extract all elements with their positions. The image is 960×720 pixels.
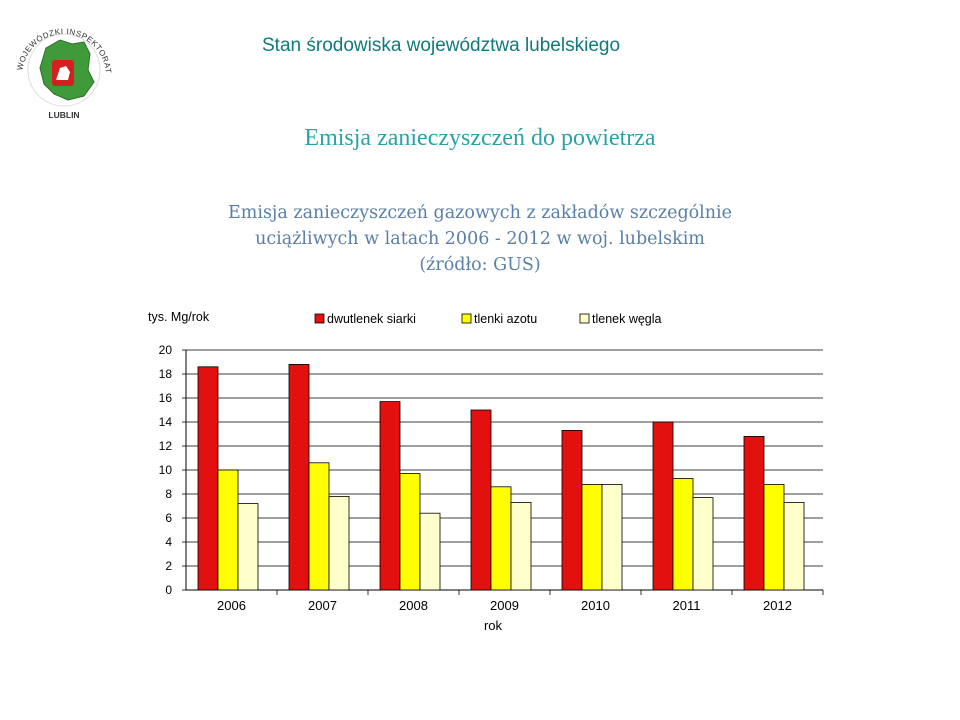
- x-tick-label-2007: 2007: [308, 598, 337, 613]
- x-tick-label-2012: 2012: [763, 598, 792, 613]
- y-tick-label-2: 2: [165, 559, 172, 573]
- bar-tlenki-azotu-2006: [217, 469, 239, 591]
- x-tick-label-2008: 2008: [399, 598, 428, 613]
- y-tick-label-0: 0: [165, 583, 172, 597]
- bar-tlenki-azotu-2010: [581, 483, 603, 591]
- x-tick-label-2011: 2011: [673, 598, 701, 613]
- logo-city: LUBLIN: [48, 110, 79, 120]
- y-tick-label-20: 20: [159, 343, 173, 357]
- legend-swatch-tlenek-węgla: [579, 313, 590, 324]
- subtitle-line-1: Emisja zanieczyszczeń gazowych z zakładó…: [227, 203, 733, 223]
- bar-tlenek-węgla-2010: [601, 483, 623, 591]
- subtitle-line-3: (źródło: GUS): [419, 255, 541, 275]
- bar-tlenek-węgla-2006: [237, 503, 259, 591]
- bar-dwutlenek-siarki-2010: [561, 429, 583, 591]
- bar-dwutlenek-siarki-2007: [288, 364, 310, 591]
- emission-bar-chart: 0 2 4 6 8 10 12 14 16 18 20 2006 2007 2008 2009 2010 201…: [148, 310, 824, 633]
- y-tick-label-18: 18: [159, 367, 173, 381]
- y-tick-label-14: 14: [159, 415, 173, 429]
- bar-tlenek-węgla-2012: [783, 501, 805, 591]
- slide-title: Emisja zanieczyszczeń do powietrza: [304, 125, 656, 151]
- slide-subtitle: Emisja zanieczyszczeń gazowych z zakładó…: [0, 200, 960, 278]
- y-tick-label-16: 16: [159, 391, 173, 405]
- bar-dwutlenek-siarki-2009: [470, 409, 492, 591]
- y-tick-label-6: 6: [165, 511, 172, 525]
- bar-dwutlenek-siarki-2012: [743, 435, 765, 591]
- y-tick-label-4: 4: [165, 535, 172, 549]
- bar-dwutlenek-siarki-2006: [197, 366, 219, 591]
- x-axis-label: rok: [484, 618, 503, 633]
- legend-swatch-tlenki-azotu: [461, 313, 472, 324]
- legend-swatch-dwutlenek-siarki: [314, 313, 325, 324]
- x-tick-label-2006: 2006: [217, 598, 246, 613]
- y-tick-label-8: 8: [165, 487, 172, 501]
- bar-tlenki-azotu-2007: [308, 462, 330, 591]
- bar-tlenki-azotu-2009: [490, 486, 512, 591]
- x-tick-label-2009: 2009: [490, 598, 519, 613]
- bar-tlenki-azotu-2008: [399, 473, 421, 591]
- header-title: Stan środowiska województwa lubelskiego: [262, 35, 621, 56]
- bar-tlenek-węgla-2008: [419, 512, 441, 591]
- legend-label-dwutlenek-siarki: dwutlenek siarki: [327, 312, 416, 326]
- y-tick-label-10: 10: [159, 463, 173, 477]
- subtitle-line-2: uciążliwych w latach 2006 - 2012 w woj. …: [255, 229, 705, 249]
- y-tick-label-12: 12: [159, 439, 173, 453]
- legend-label-tlenki-azotu: tlenki azotu: [474, 312, 537, 326]
- bar-tlenki-azotu-2011: [672, 477, 694, 591]
- y-axis-label: tys. Mg/rok: [148, 310, 210, 324]
- bar-tlenki-azotu-2012: [763, 483, 785, 591]
- legend-label-tlenek-węgla: tlenek węgla: [592, 312, 662, 326]
- x-tick-label-2010: 2010: [581, 598, 610, 613]
- bar-dwutlenek-siarki-2011: [652, 421, 674, 591]
- bar-tlenek-węgla-2007: [328, 495, 350, 591]
- bar-tlenek-węgla-2009: [510, 501, 532, 591]
- inspectorate-logo: WOJEWÓDZKI INSPEKTORAT OCHRONY ŚRODOWISK…: [8, 14, 118, 124]
- bar-dwutlenek-siarki-2008: [379, 401, 401, 591]
- bar-tlenek-węgla-2011: [692, 497, 714, 591]
